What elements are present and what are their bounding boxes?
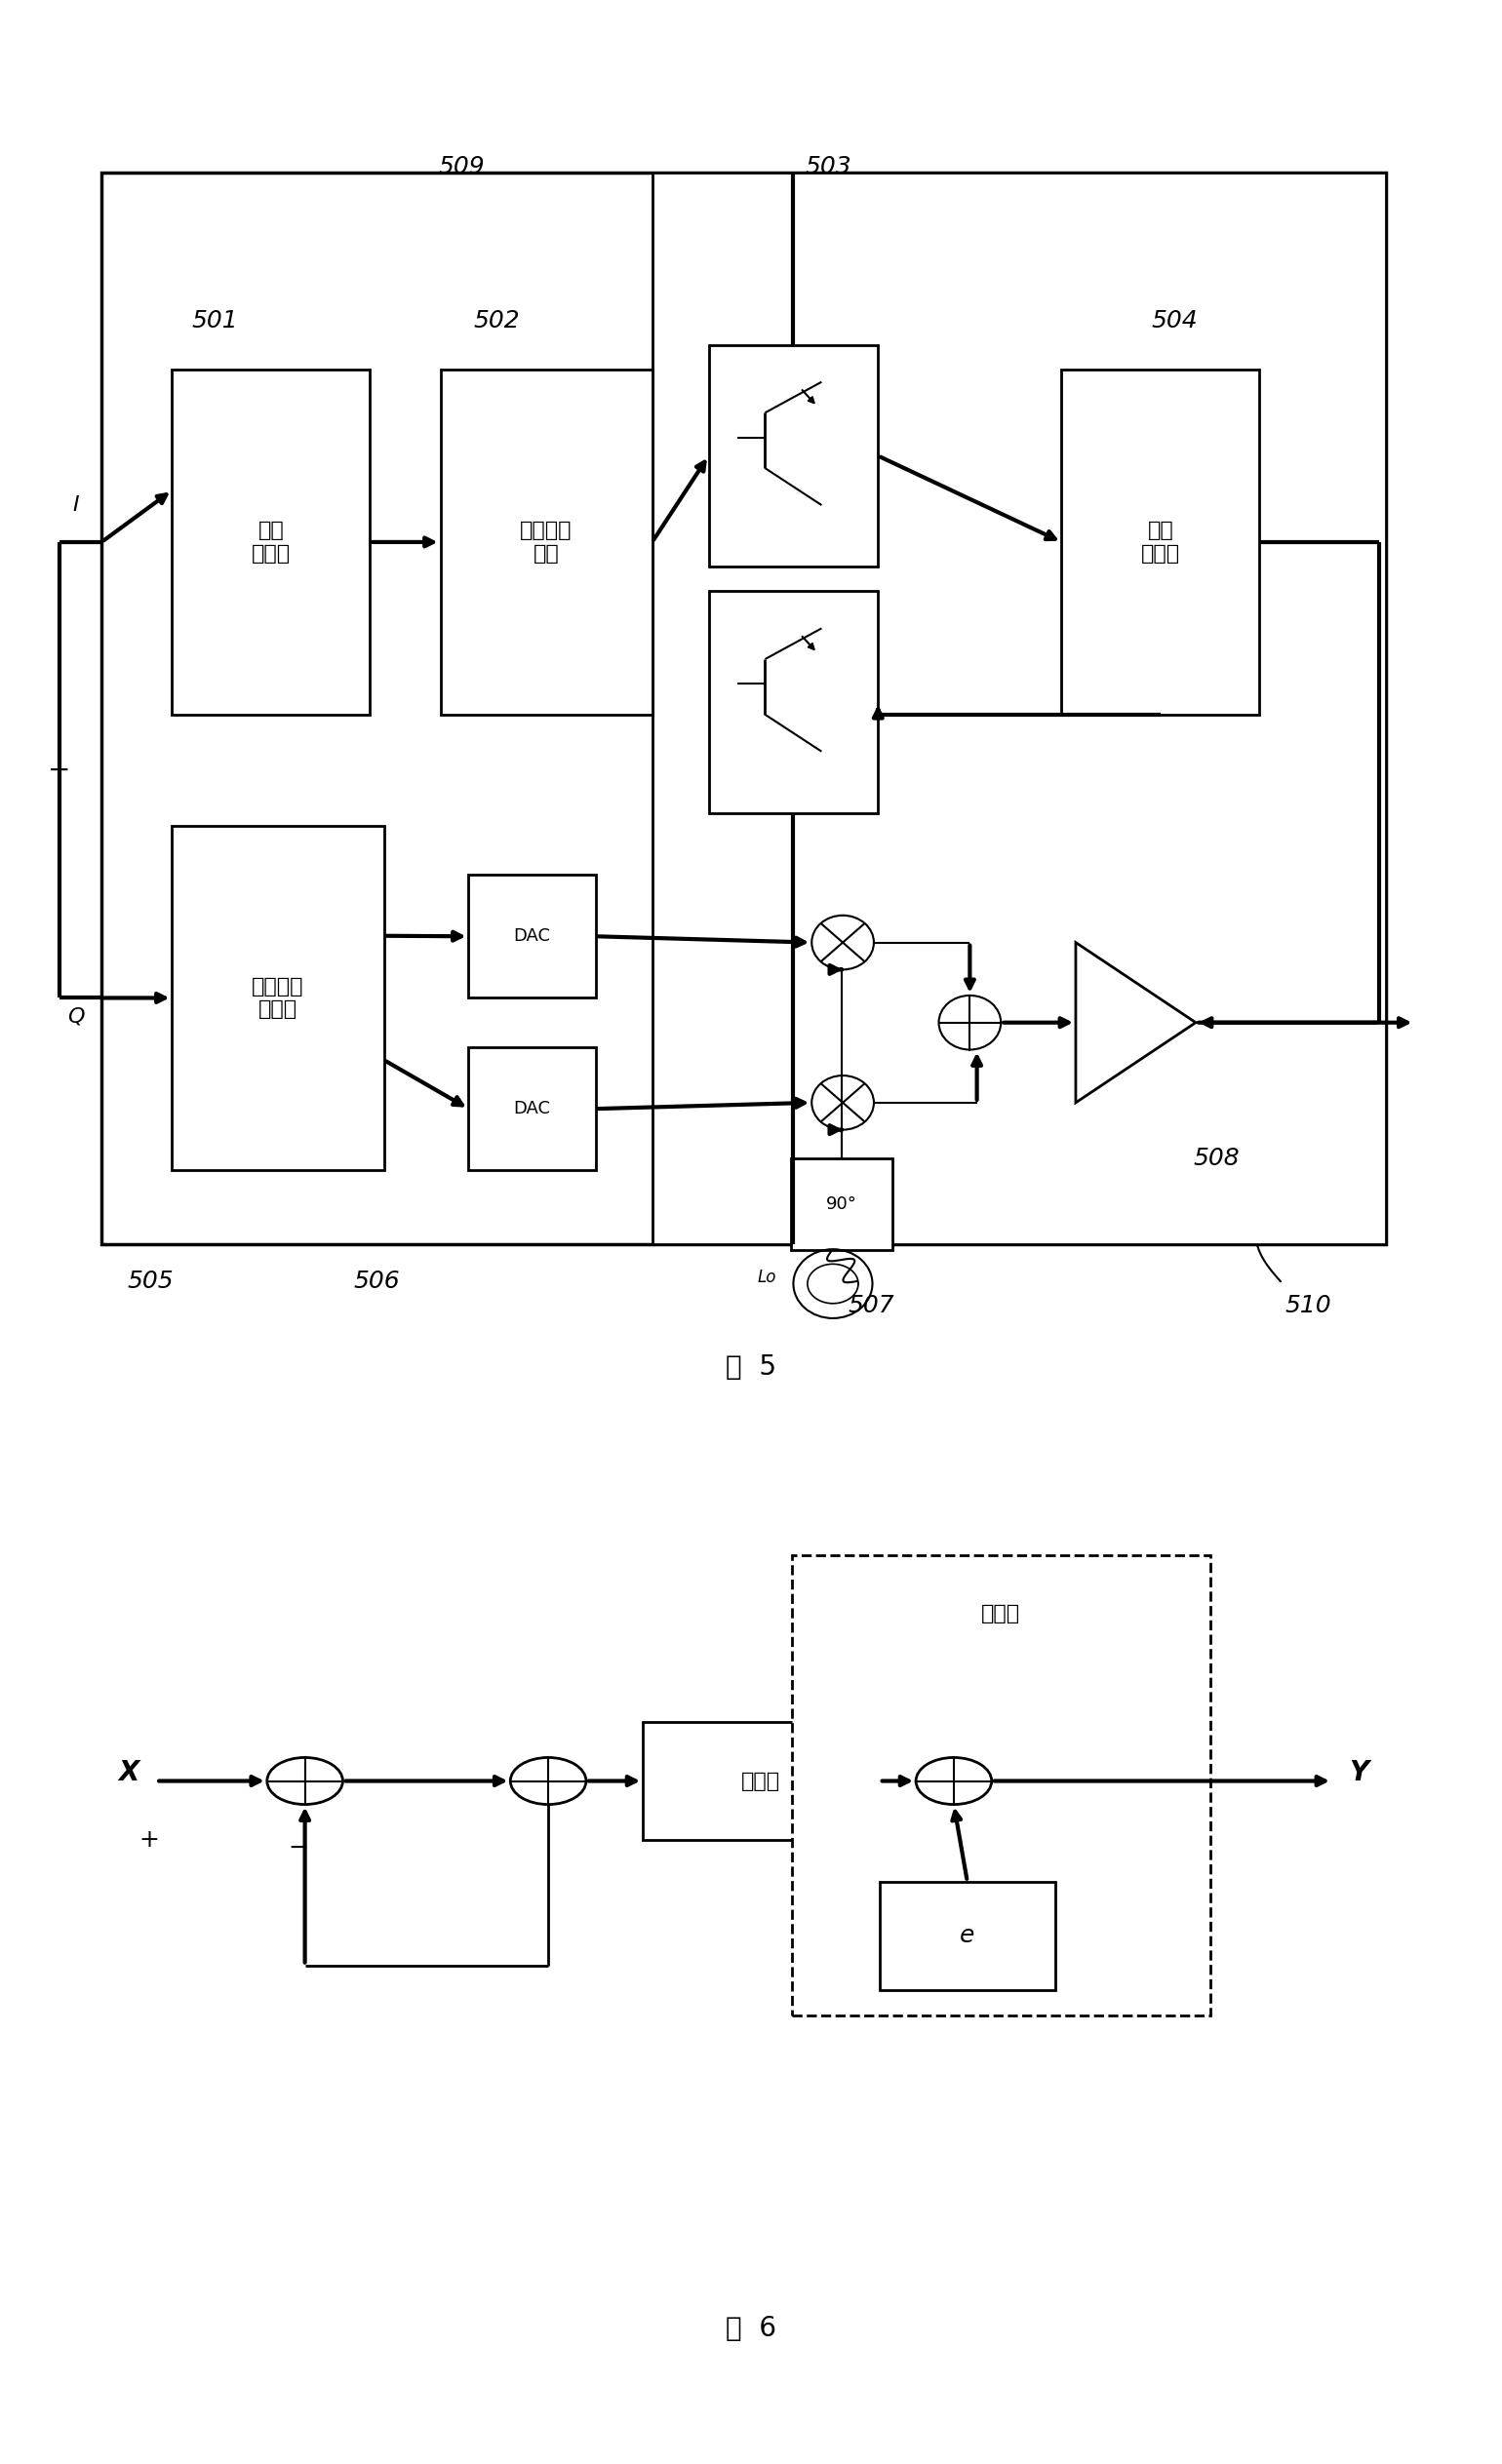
Text: 510: 510 <box>1286 1294 1332 1318</box>
Text: DAC: DAC <box>514 926 551 946</box>
Text: 505: 505 <box>128 1269 174 1294</box>
FancyBboxPatch shape <box>880 1882 1054 1991</box>
Text: 509: 509 <box>439 155 485 177</box>
Text: 90°: 90° <box>826 1195 858 1212</box>
FancyBboxPatch shape <box>102 172 1386 1244</box>
FancyBboxPatch shape <box>792 1555 1211 2016</box>
Text: 502: 502 <box>473 308 520 333</box>
Text: 508: 508 <box>1194 1146 1241 1170</box>
Text: 506: 506 <box>353 1269 400 1294</box>
FancyBboxPatch shape <box>652 172 1386 1244</box>
Text: Y: Y <box>1349 1759 1370 1786</box>
FancyBboxPatch shape <box>709 591 879 813</box>
Text: Q: Q <box>68 1008 84 1025</box>
Text: 503: 503 <box>805 155 852 177</box>
FancyBboxPatch shape <box>440 370 652 715</box>
FancyBboxPatch shape <box>469 875 596 998</box>
Text: Lo: Lo <box>757 1269 777 1286</box>
FancyBboxPatch shape <box>469 1047 596 1170</box>
Text: −: − <box>288 1836 308 1860</box>
Text: I: I <box>74 495 80 515</box>
Text: 图  5: 图 5 <box>725 1353 777 1382</box>
FancyBboxPatch shape <box>643 1722 880 1841</box>
Text: 501: 501 <box>191 308 237 333</box>
FancyBboxPatch shape <box>790 1158 892 1249</box>
Text: 第一预先
失真器: 第一预先 失真器 <box>252 976 303 1020</box>
Text: X: X <box>119 1759 140 1786</box>
FancyBboxPatch shape <box>1062 370 1259 715</box>
Text: 图  6: 图 6 <box>725 2314 777 2343</box>
Text: e: e <box>960 1924 975 1947</box>
Text: −: − <box>48 756 71 784</box>
Text: 504: 504 <box>1152 308 1197 333</box>
Text: 量化器: 量化器 <box>981 1604 1021 1624</box>
FancyBboxPatch shape <box>173 825 385 1170</box>
Text: 507: 507 <box>847 1294 894 1318</box>
Text: DAC: DAC <box>514 1099 551 1119</box>
FancyBboxPatch shape <box>173 370 369 715</box>
Text: 低通
滤波器: 低通 滤波器 <box>1142 520 1181 564</box>
Text: 差异积分
调制: 差异积分 调制 <box>520 520 572 564</box>
Text: 延迟器: 延迟器 <box>742 1772 781 1791</box>
FancyBboxPatch shape <box>709 345 879 567</box>
Text: +: + <box>140 1828 159 1850</box>
Text: 波包
产生器: 波包 产生器 <box>251 520 290 564</box>
